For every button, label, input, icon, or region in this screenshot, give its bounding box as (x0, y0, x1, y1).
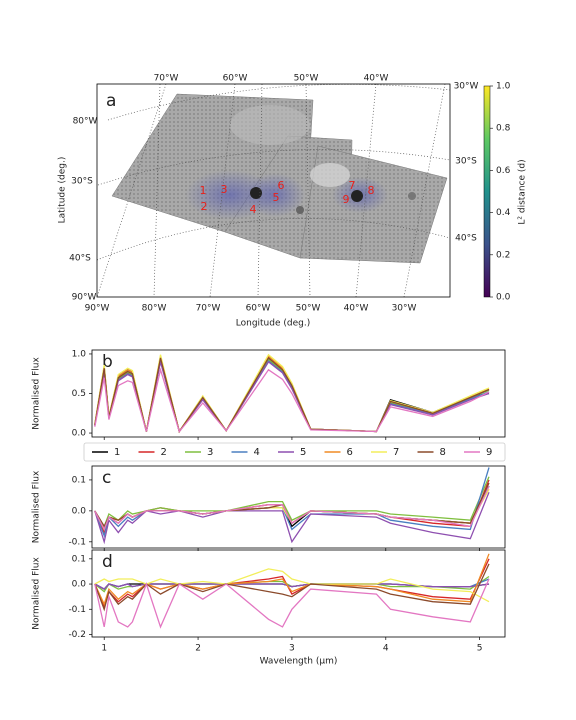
map-tick-label: 50°W (294, 74, 319, 84)
legend-label: 4 (254, 447, 260, 458)
map-tick-label: 60°W (223, 74, 248, 84)
x-axis-label: Wavelength (μm) (260, 657, 338, 667)
y-tick-label: 0.0 (72, 580, 87, 590)
series-line (94, 553, 490, 606)
y-tick-label: 0.0 (72, 429, 87, 439)
axes-frame (91, 549, 506, 638)
point-label: 6 (278, 179, 285, 192)
colorbar-tick-label: 0.6 (496, 166, 511, 176)
x-axis-label: Longitude (deg.) (236, 319, 310, 329)
map-tick-label: 90°W (72, 293, 97, 303)
y-tick-label: 0.1 (72, 475, 86, 485)
x-tick-label: 3 (289, 644, 295, 654)
map-image (111, 93, 448, 264)
x-tick-label: 5 (477, 644, 483, 654)
map-tick-label: 40°S (455, 234, 477, 244)
colorbar-tick-label: 1.0 (496, 82, 511, 92)
x-tick-label: 1 (101, 644, 107, 654)
point-label: 3 (221, 183, 228, 196)
point-label: 1 (200, 184, 207, 197)
colorbar-tick-label: 0.8 (496, 124, 511, 134)
point-label: 5 (273, 191, 280, 204)
point-label: 8 (368, 184, 375, 197)
map-tick-label: 40°W (364, 74, 389, 84)
legend-label: 8 (440, 447, 446, 458)
legend-label: 3 (207, 447, 213, 458)
x-tick-label: 4 (383, 644, 389, 654)
colorbar-label: L² distance (d) (518, 159, 528, 224)
axes-frame (91, 465, 506, 549)
panel-label: c (102, 468, 111, 488)
x-tick-label: 2 (195, 644, 201, 654)
y-tick-label: 1.0 (72, 349, 87, 359)
series-line (94, 485, 490, 532)
series-line (94, 492, 490, 545)
series-line (94, 583, 490, 590)
y-axis-label: Normalised Flux (32, 357, 42, 430)
series-line (94, 367, 490, 433)
series-line (94, 360, 490, 433)
map-tick-label: 50°W (296, 304, 321, 314)
point-label: 9 (343, 193, 350, 206)
map-tick-label: 30°S (71, 177, 93, 187)
legend (83, 442, 506, 462)
colorbar (483, 85, 491, 298)
y-tick-label: -0.1 (68, 537, 86, 547)
map-tick-label: 30°S (455, 157, 477, 167)
point-label: 4 (250, 203, 257, 216)
series-line (94, 479, 490, 535)
y-tick-label: -0.1 (68, 605, 86, 615)
legend-label: 7 (393, 447, 399, 458)
map-tick-label: 80°W (142, 304, 167, 314)
point-label: 2 (201, 200, 208, 213)
series-line (94, 563, 490, 612)
series-line (94, 568, 490, 603)
legend-label: 5 (300, 447, 306, 458)
map-frame (96, 83, 451, 298)
map-tick-label: 30°W (392, 304, 417, 314)
legend-label: 1 (114, 447, 120, 458)
panel-label: a (106, 91, 116, 111)
y-tick-label: -0.2 (68, 630, 86, 640)
point-label: 7 (349, 179, 356, 192)
y-tick-label: 0.1 (72, 554, 86, 564)
map-tick-label: 30°W (454, 82, 479, 92)
panel-label: b (102, 352, 113, 372)
y-axis-label: Normalised Flux (32, 470, 42, 543)
y-tick-label: 0.0 (72, 506, 87, 516)
series-line (94, 558, 490, 609)
colorbar-tick-label: 0.4 (496, 208, 511, 218)
map-tick-label: 70°W (196, 304, 221, 314)
series-line (94, 356, 490, 434)
legend-label: 9 (486, 447, 492, 458)
y-axis-label: Normalised Flux (32, 557, 42, 630)
colorbar-tick-label: 0.0 (496, 293, 511, 303)
map-tick-label: 90°W (85, 304, 110, 314)
legend-label: 6 (347, 447, 353, 458)
graticule (96, 83, 451, 298)
map-tick-label: 40°W (344, 304, 369, 314)
map-tick-label: 60°W (246, 304, 271, 314)
y-tick-label: 0.5 (72, 389, 86, 399)
map-tick-label: 70°W (154, 74, 179, 84)
colorbar-tick-label: 0.2 (496, 250, 510, 260)
panel-label: d (102, 552, 113, 572)
y-axis-label: Latitude (deg.) (58, 157, 68, 224)
legend-label: 2 (161, 447, 167, 458)
map-tick-label: 80°W (73, 117, 98, 127)
series-line (94, 476, 490, 528)
map-tick-label: 40°S (69, 254, 91, 264)
series-line (94, 578, 490, 629)
